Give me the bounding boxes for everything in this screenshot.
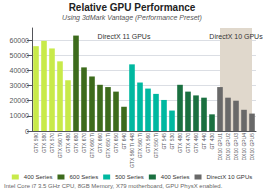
svg-text:60000: 60000	[10, 37, 30, 44]
svg-text:DirectX 11 GPUs: DirectX 11 GPUs	[98, 33, 151, 40]
svg-text:GTX 460: GTX 460	[193, 133, 199, 153]
svg-text:50000: 50000	[10, 52, 30, 59]
svg-text:DirectX 10 GPUs: DirectX 10 GPUs	[207, 174, 253, 180]
svg-text:GTX 650 Ti: GTX 650 Ti	[105, 133, 111, 158]
svg-text:Relative GPU Performance: Relative GPU Performance	[69, 2, 196, 13]
svg-text:GTX 560 Ti: GTX 560 Ti	[137, 133, 143, 158]
svg-text:DX10 GPU3: DX10 GPU3	[233, 133, 239, 161]
svg-text:GTX 560 Ti 448: GTX 560 Ti 448	[129, 133, 135, 168]
svg-text:DX10 GPU5: DX10 GPU5	[249, 133, 255, 161]
svg-text:Intel Core i7 3.5 GHz CPU, 8GB: Intel Core i7 3.5 GHz CPU, 8GB Memory, X…	[4, 183, 223, 189]
svg-text:DX10 GPU4: DX10 GPU4	[241, 133, 247, 161]
svg-text:600 Series: 600 Series	[69, 174, 98, 180]
svg-text:GTX 550 Ti: GTX 550 Ti	[153, 133, 159, 158]
svg-text:40000: 40000	[10, 67, 30, 74]
svg-text:GTX 590: GTX 590	[33, 133, 39, 153]
svg-text:GTX 570: GTX 570	[49, 133, 55, 153]
svg-text:400 Series: 400 Series	[24, 174, 53, 180]
svg-text:GTX 580: GTX 580	[41, 133, 47, 153]
svg-text:GTX 480: GTX 480	[177, 133, 183, 153]
svg-text:400 Series: 400 Series	[161, 174, 190, 180]
svg-text:GTX 560: GTX 560	[145, 133, 151, 153]
svg-text:GTX 680: GTX 680	[73, 133, 79, 153]
svg-text:30000: 30000	[10, 82, 30, 89]
svg-text:GTX 480: GTX 480	[65, 133, 71, 153]
svg-text:0: 0	[25, 128, 29, 135]
svg-text:GTX 650: GTX 650	[113, 133, 119, 153]
svg-text:Using 3dMark Vantage (Performa: Using 3dMark Vantage (Performance Preset…	[62, 14, 202, 22]
svg-text:GTX 660 Ti: GTX 660 Ti	[89, 133, 95, 158]
svg-text:GTX 660: GTX 660	[97, 133, 103, 153]
svg-text:GT 530: GT 530	[169, 133, 175, 150]
svg-text:GT 545: GT 545	[161, 133, 167, 150]
svg-text:GT 430: GT 430	[209, 133, 215, 150]
svg-text:GTX 470: GTX 470	[185, 133, 191, 153]
svg-text:20000: 20000	[10, 97, 30, 104]
svg-text:500 Series: 500 Series	[115, 174, 144, 180]
svg-text:GT 440: GT 440	[201, 133, 207, 150]
svg-text:DX10 GPU1: DX10 GPU1	[217, 133, 223, 161]
svg-text:GTX 670: GTX 670	[81, 133, 87, 153]
svg-text:GTX 560 Ti: GTX 560 Ti	[57, 133, 63, 158]
svg-text:GT 640: GT 640	[121, 133, 127, 150]
svg-text:DirectX 10 GPUs: DirectX 10 GPUs	[209, 33, 263, 40]
svg-text:10000: 10000	[10, 112, 30, 119]
svg-text:DX10 GPU2: DX10 GPU2	[225, 133, 231, 161]
